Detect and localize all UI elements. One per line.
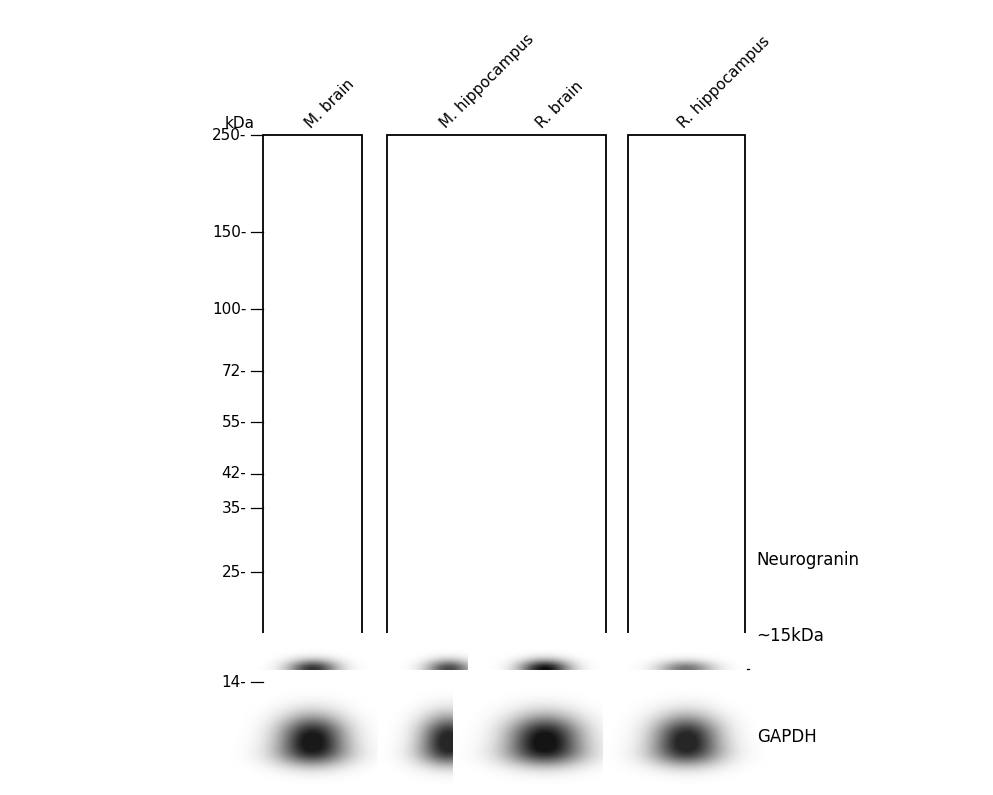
Bar <box>628 696 745 778</box>
Bar <box>628 135 745 682</box>
Text: R. hippocampus: R. hippocampus <box>675 33 773 131</box>
Text: 72-: 72- <box>221 364 246 379</box>
Bar <box>387 696 606 778</box>
Text: 25-: 25- <box>221 564 246 580</box>
Bar <box>387 135 606 682</box>
Text: 42-: 42- <box>221 466 246 481</box>
Text: 35-: 35- <box>221 501 246 516</box>
Text: 250-: 250- <box>212 128 246 142</box>
Text: ~15kDa: ~15kDa <box>757 627 824 645</box>
Text: 55-: 55- <box>221 415 246 430</box>
Bar <box>263 135 362 682</box>
Text: 150-: 150- <box>212 224 246 239</box>
Text: 100-: 100- <box>212 301 246 316</box>
Text: R. brain: R. brain <box>534 79 587 131</box>
Text: GAPDH: GAPDH <box>757 727 816 746</box>
Text: 14-: 14- <box>221 675 246 689</box>
Text: Neurogranin: Neurogranin <box>757 552 860 569</box>
Bar <box>263 696 362 778</box>
Text: M. hippocampus: M. hippocampus <box>438 32 537 131</box>
Text: kDa: kDa <box>224 116 254 131</box>
Text: M. brain: M. brain <box>302 76 356 131</box>
